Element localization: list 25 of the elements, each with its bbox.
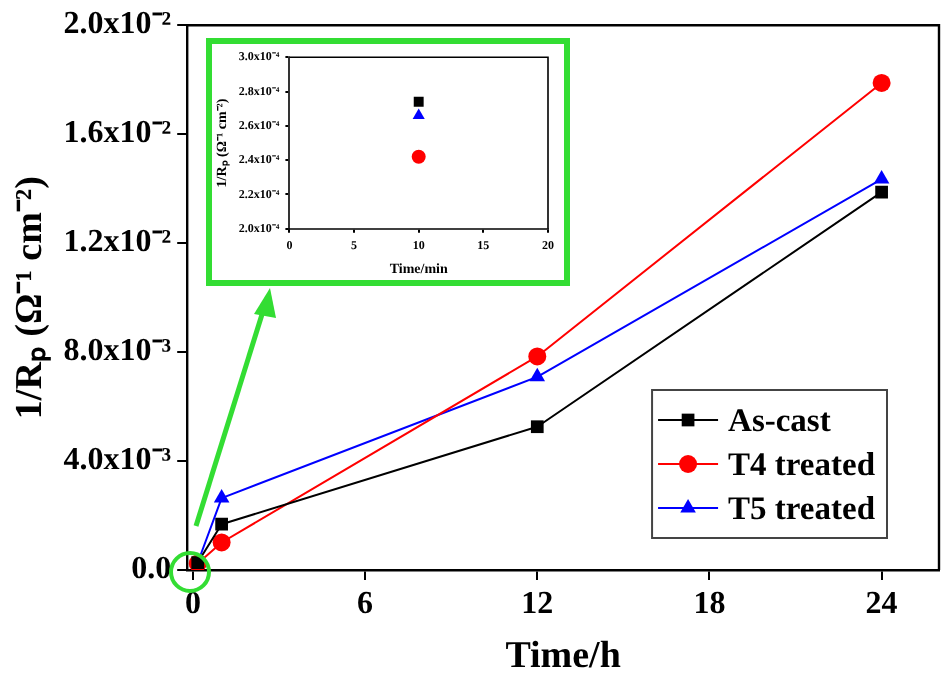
point — [215, 517, 228, 531]
legend-label: As-cast — [728, 400, 832, 439]
y-tick-label: 0.0 — [131, 552, 172, 587]
y-tick-label: 4.0x10⁻³ — [63, 443, 172, 478]
y-axis-title: 1/Rₚ (Ω⁻¹ cm⁻²) — [8, 176, 51, 420]
point — [530, 420, 544, 434]
x-tick-label: 0 — [184, 587, 201, 622]
point — [872, 73, 891, 92]
x-tick-label: 18 — [693, 587, 726, 622]
point — [529, 367, 546, 382]
y-tick-label: 8.0x10⁻³ — [63, 334, 172, 369]
x-tick-label: 12 — [521, 587, 554, 622]
legend-label: T4 treated — [728, 444, 875, 483]
x-tick-label: 6 — [357, 587, 374, 622]
y-tick-label: 1.6x10⁻² — [63, 116, 172, 151]
y-tick-label: 1.2x10⁻² — [63, 225, 172, 260]
y-tick-label: 2.0x10⁻² — [63, 7, 172, 42]
point — [528, 347, 547, 366]
point — [212, 533, 231, 552]
x-axis-title: Time/h — [505, 635, 622, 678]
point — [873, 170, 890, 184]
legend-label: T5 treated — [728, 488, 875, 527]
x-tick-label: 24 — [865, 587, 898, 622]
point — [875, 185, 888, 199]
point — [213, 489, 230, 503]
